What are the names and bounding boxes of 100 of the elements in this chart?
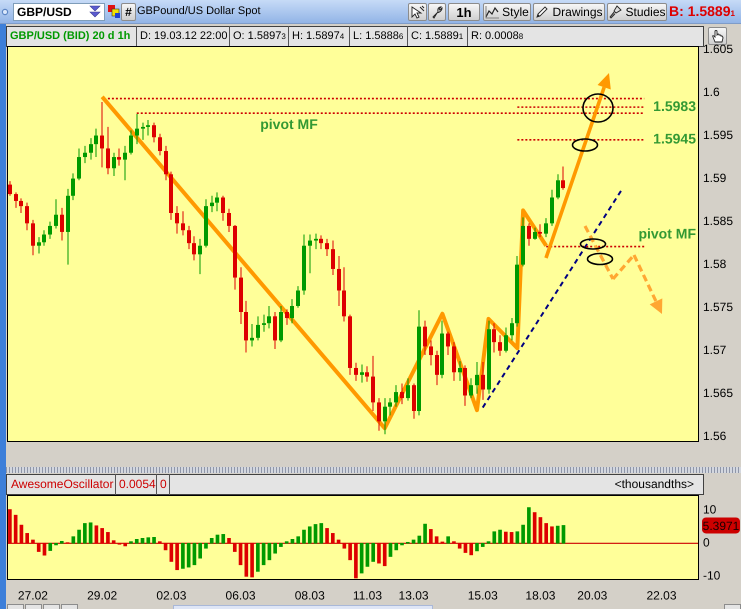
bar	[106, 532, 110, 544]
text: L: 1.58886	[353, 30, 404, 42]
bar	[60, 540, 64, 544]
bar	[382, 542, 387, 566]
bar	[186, 542, 190, 568]
x-tick-label: 22.03	[646, 588, 677, 603]
bar	[146, 537, 150, 544]
x-tick-label: 06.03	[226, 588, 256, 603]
bar	[290, 538, 294, 544]
bar	[371, 542, 376, 562]
bar	[544, 523, 548, 544]
bar	[256, 542, 260, 572]
x-tick-label: 13.03	[398, 588, 429, 603]
series-label: pivot MF	[260, 116, 318, 132]
bar	[492, 531, 496, 544]
y-tick-label: 1.59	[703, 170, 727, 185]
bar	[232, 542, 237, 552]
text: D: 19.03.12 22:00	[140, 30, 228, 42]
bar	[360, 542, 364, 574]
text: C: 1.58891	[411, 30, 464, 42]
y-tick-label: 1.605	[703, 42, 734, 56]
bar	[400, 542, 404, 546]
bar	[562, 525, 566, 544]
bar	[88, 522, 92, 544]
bar	[210, 538, 214, 544]
bar	[71, 536, 76, 544]
bar	[521, 524, 525, 544]
bar	[516, 531, 520, 544]
bar	[377, 542, 381, 564]
x-tick-label: 15.03	[468, 588, 498, 603]
x-tick-label: 20.03	[577, 588, 608, 603]
bar	[354, 542, 358, 578]
bar	[8, 509, 12, 544]
bar	[170, 542, 174, 562]
bar	[336, 540, 340, 544]
bar	[550, 526, 554, 544]
bar	[123, 542, 128, 546]
x-tick-label: 18.03	[525, 588, 556, 603]
bar	[94, 525, 98, 544]
x-tick-label: 11.03	[352, 588, 382, 603]
bar	[319, 523, 324, 544]
button: Drawings	[533, 3, 605, 21]
x-tick-label: 02.03	[156, 588, 187, 603]
text: 0.0054	[119, 477, 156, 491]
button: #	[121, 3, 136, 21]
bar	[198, 542, 202, 558]
bar	[31, 540, 35, 544]
bar	[273, 542, 277, 554]
bar	[36, 542, 41, 552]
x-tick-label: 08.03	[294, 588, 326, 603]
bar	[14, 514, 18, 544]
y-tick-label: 1.565	[703, 386, 734, 400]
bar	[325, 528, 329, 544]
bar	[342, 542, 346, 549]
bar	[100, 528, 104, 544]
text: GBPound/US Dollar Spot	[137, 5, 261, 17]
annotation: 5.3971	[702, 518, 740, 533]
bar	[140, 538, 144, 544]
series-label: 1.5983	[653, 98, 696, 114]
bar	[192, 542, 196, 566]
bar	[394, 542, 398, 550]
bar	[181, 542, 185, 569]
y-tick-label: 1.595	[703, 128, 734, 142]
bar	[458, 542, 462, 549]
bar	[296, 536, 300, 544]
series-label: 1.5945	[653, 130, 696, 147]
bar	[175, 542, 179, 570]
bar	[302, 530, 306, 544]
bar	[556, 526, 560, 544]
chart-title: GBP/USD (BID) 20 d 1h	[10, 30, 130, 42]
text: R: 0.00088	[471, 30, 524, 42]
bar	[238, 542, 242, 566]
bar	[510, 532, 514, 544]
bar	[314, 524, 318, 544]
button: Studies	[607, 3, 667, 21]
bar	[446, 536, 450, 544]
bar	[244, 542, 248, 577]
bar	[216, 534, 220, 544]
y-tick-label: 1.6	[703, 84, 720, 99]
y-tick-label: 1.57	[703, 343, 727, 358]
bar	[429, 529, 433, 544]
bar	[308, 526, 312, 544]
text: B: 1.58891	[669, 3, 735, 19]
bar	[527, 507, 531, 544]
bar	[268, 542, 272, 560]
button: Style	[483, 3, 531, 21]
bar	[330, 533, 335, 544]
y-tick-label: 1.56	[703, 429, 727, 444]
text: H: 1.58974	[292, 30, 344, 42]
bar	[262, 542, 266, 566]
bar	[417, 536, 422, 544]
y-axis-title: <thousandths>	[614, 477, 694, 491]
bar	[77, 530, 81, 544]
y-tick-label: 1.585	[703, 214, 734, 228]
bar	[486, 541, 490, 544]
bar	[134, 538, 139, 544]
bar	[54, 542, 58, 546]
bar	[25, 533, 30, 544]
series-label: pivot MF	[638, 225, 696, 242]
bar	[498, 530, 502, 544]
